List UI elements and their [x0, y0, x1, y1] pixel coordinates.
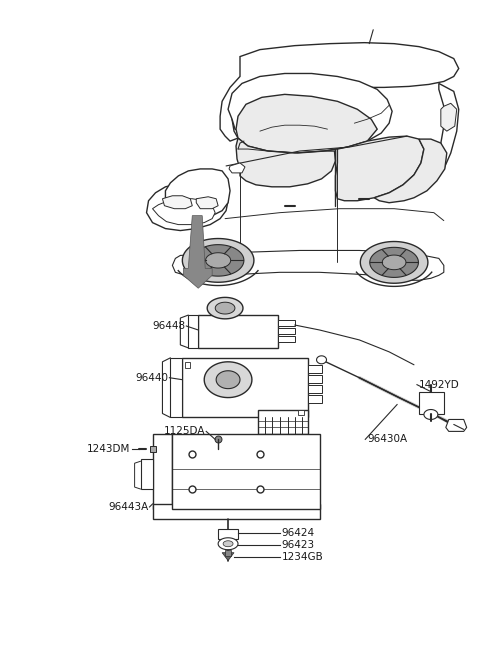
Text: 1243DM: 1243DM [87, 444, 131, 455]
Polygon shape [360, 242, 428, 283]
Polygon shape [185, 362, 190, 367]
Polygon shape [183, 215, 212, 288]
Text: 96430A: 96430A [367, 434, 408, 444]
Polygon shape [141, 459, 153, 489]
Polygon shape [298, 409, 304, 415]
Polygon shape [205, 253, 231, 268]
Polygon shape [220, 43, 459, 141]
Polygon shape [223, 541, 233, 547]
Polygon shape [308, 394, 322, 403]
Polygon shape [166, 169, 230, 219]
Text: 1125DA: 1125DA [164, 426, 205, 436]
Polygon shape [218, 538, 238, 550]
Polygon shape [258, 409, 308, 434]
Polygon shape [153, 504, 320, 519]
Text: 96424: 96424 [282, 528, 315, 538]
Polygon shape [172, 434, 320, 509]
Polygon shape [424, 409, 438, 419]
Text: 96440: 96440 [135, 373, 168, 383]
Polygon shape [308, 384, 322, 392]
Polygon shape [336, 136, 424, 200]
Polygon shape [188, 315, 198, 348]
Polygon shape [374, 139, 447, 203]
Polygon shape [308, 365, 322, 373]
Polygon shape [278, 320, 295, 326]
Polygon shape [198, 315, 278, 348]
Polygon shape [370, 248, 419, 278]
Polygon shape [236, 138, 336, 187]
Polygon shape [170, 358, 182, 417]
Polygon shape [439, 83, 459, 169]
Polygon shape [382, 255, 406, 270]
Text: 96443A: 96443A [108, 502, 148, 512]
Polygon shape [218, 529, 238, 539]
Polygon shape [441, 103, 457, 131]
Polygon shape [222, 553, 234, 561]
Polygon shape [278, 336, 295, 342]
Polygon shape [146, 183, 228, 231]
Polygon shape [207, 297, 243, 319]
Polygon shape [153, 434, 172, 509]
Polygon shape [162, 196, 192, 209]
Polygon shape [216, 371, 240, 388]
Polygon shape [182, 238, 254, 282]
Polygon shape [182, 358, 308, 417]
Polygon shape [446, 419, 467, 432]
Polygon shape [317, 356, 326, 364]
Polygon shape [308, 375, 322, 383]
Polygon shape [228, 73, 392, 151]
Text: 1234GB: 1234GB [282, 552, 324, 562]
Polygon shape [196, 196, 218, 209]
Polygon shape [172, 250, 444, 280]
Polygon shape [278, 328, 295, 334]
Polygon shape [215, 302, 235, 314]
Text: 96423: 96423 [282, 540, 315, 550]
Polygon shape [192, 245, 244, 276]
Polygon shape [419, 392, 444, 415]
Polygon shape [229, 163, 245, 173]
Text: 1492YD: 1492YD [419, 380, 460, 390]
Polygon shape [204, 362, 252, 398]
Text: 96448: 96448 [152, 321, 185, 331]
Polygon shape [153, 198, 215, 225]
Polygon shape [236, 94, 377, 153]
